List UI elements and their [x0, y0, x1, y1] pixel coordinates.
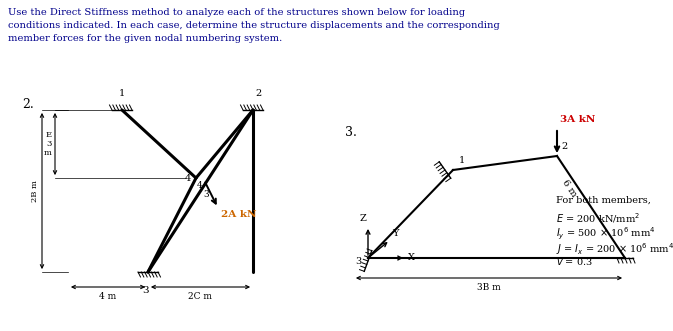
- Text: 4: 4: [197, 181, 203, 190]
- Text: For both members,: For both members,: [556, 196, 651, 205]
- Text: $v$ = 0.3: $v$ = 0.3: [556, 256, 593, 267]
- Text: 1: 1: [459, 156, 465, 165]
- Text: 3: 3: [203, 190, 209, 199]
- Text: $E$ = 200 kN/mm$^{2}$: $E$ = 200 kN/mm$^{2}$: [556, 211, 640, 225]
- Text: E
3
m: E 3 m: [44, 131, 52, 157]
- Text: 2B m: 2B m: [31, 180, 39, 202]
- Text: $J$ = $I_x$ = 200 $\times$ 10$^{6}$ mm$^{4}$: $J$ = $I_x$ = 200 $\times$ 10$^{6}$ mm$^…: [556, 241, 673, 257]
- Text: 2C m: 2C m: [188, 292, 213, 301]
- Text: member forces for the given nodal numbering system.: member forces for the given nodal number…: [8, 34, 282, 43]
- Text: 3.: 3.: [345, 126, 357, 139]
- Text: 4 m: 4 m: [100, 292, 116, 301]
- Text: 4: 4: [185, 174, 191, 183]
- Text: 6 m: 6 m: [560, 178, 578, 199]
- Text: 2.: 2.: [22, 98, 34, 111]
- Text: $I_y$ = 500 $\times$ 10$^{6}$ mm$^{4}$: $I_y$ = 500 $\times$ 10$^{6}$ mm$^{4}$: [556, 226, 656, 242]
- Text: Use the Direct Stiffness method to analyze each of the structures shown below fo: Use the Direct Stiffness method to analy…: [8, 8, 465, 17]
- Text: 2A kN: 2A kN: [221, 210, 256, 219]
- Text: 3B m: 3B m: [477, 283, 501, 292]
- Text: Y: Y: [392, 229, 398, 238]
- Text: 3A kN: 3A kN: [560, 115, 596, 124]
- Text: Z: Z: [359, 214, 366, 223]
- Text: 1: 1: [119, 89, 125, 98]
- Text: 3: 3: [143, 286, 149, 295]
- Text: 2: 2: [256, 89, 262, 98]
- Text: 2: 2: [561, 142, 567, 151]
- Text: 3: 3: [356, 257, 362, 265]
- Text: conditions indicated. In each case, determine the structure displacements and th: conditions indicated. In each case, dete…: [8, 21, 500, 30]
- Text: X: X: [408, 254, 415, 262]
